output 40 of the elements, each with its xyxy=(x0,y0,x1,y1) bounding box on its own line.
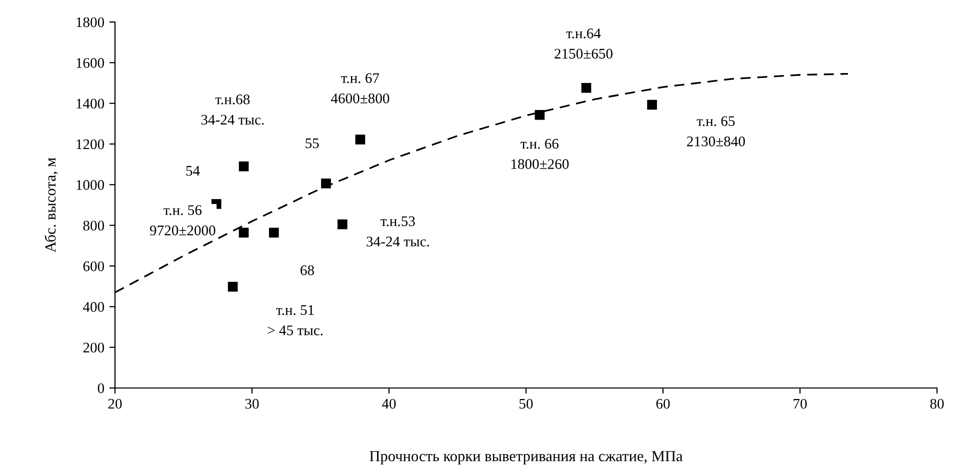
y-tick-label: 600 xyxy=(83,261,104,272)
x-tick-label: 30 xyxy=(245,398,259,409)
annotation: 55 xyxy=(306,138,319,148)
annotation: т.н. 65 2130±840 xyxy=(687,116,745,146)
annotation: т.н. 66 1800±260 xyxy=(511,138,569,170)
point xyxy=(534,110,545,120)
x-tick-label: 50 xyxy=(520,398,533,409)
point xyxy=(581,82,592,93)
y-tick-label: 1000 xyxy=(76,180,104,190)
x-tick-label: 20 xyxy=(108,398,122,409)
annotation: т.н.68 34-24 тыс. xyxy=(201,94,264,125)
annotation: 68 xyxy=(300,265,314,276)
point xyxy=(269,228,279,238)
x-axis-title: Прочность корки выветривания на сжатие, МПа xyxy=(370,451,683,464)
annotation: т.н.64 2150±650 xyxy=(554,28,612,59)
y-tick-label: 800 xyxy=(83,220,104,231)
point xyxy=(238,228,249,238)
annotation: т.н. 67 4600±800 xyxy=(330,73,390,104)
y-tick-label: 1600 xyxy=(76,58,104,68)
point xyxy=(238,161,249,172)
y-tick-label: 200 xyxy=(83,342,104,353)
y-tick-label: 1800 xyxy=(76,17,104,28)
x-tick-label: 80 xyxy=(930,398,944,409)
annotation: т.н.53 34-24 тыс. xyxy=(366,216,429,247)
point xyxy=(338,219,348,230)
y-tick-label: 400 xyxy=(82,302,104,312)
y-tick-label: 1400 xyxy=(76,98,104,109)
y-axis-title: Абс. высота, м xyxy=(44,158,58,252)
annotation: т.н. 51 > 45 тыс. xyxy=(268,305,323,336)
point xyxy=(355,134,366,144)
x-tick-label: 40 xyxy=(382,398,396,409)
point xyxy=(228,282,238,292)
x-tick-label: 70 xyxy=(794,398,807,409)
x-tick-label: 60 xyxy=(656,398,670,409)
point xyxy=(321,178,331,188)
y-tick-label: 1200 xyxy=(76,139,104,150)
annotation: т.н. 56 9720±2000 xyxy=(150,205,216,236)
point xyxy=(647,100,657,110)
annotation: 54 xyxy=(186,166,200,176)
y-tick-label: 0 xyxy=(98,383,104,394)
